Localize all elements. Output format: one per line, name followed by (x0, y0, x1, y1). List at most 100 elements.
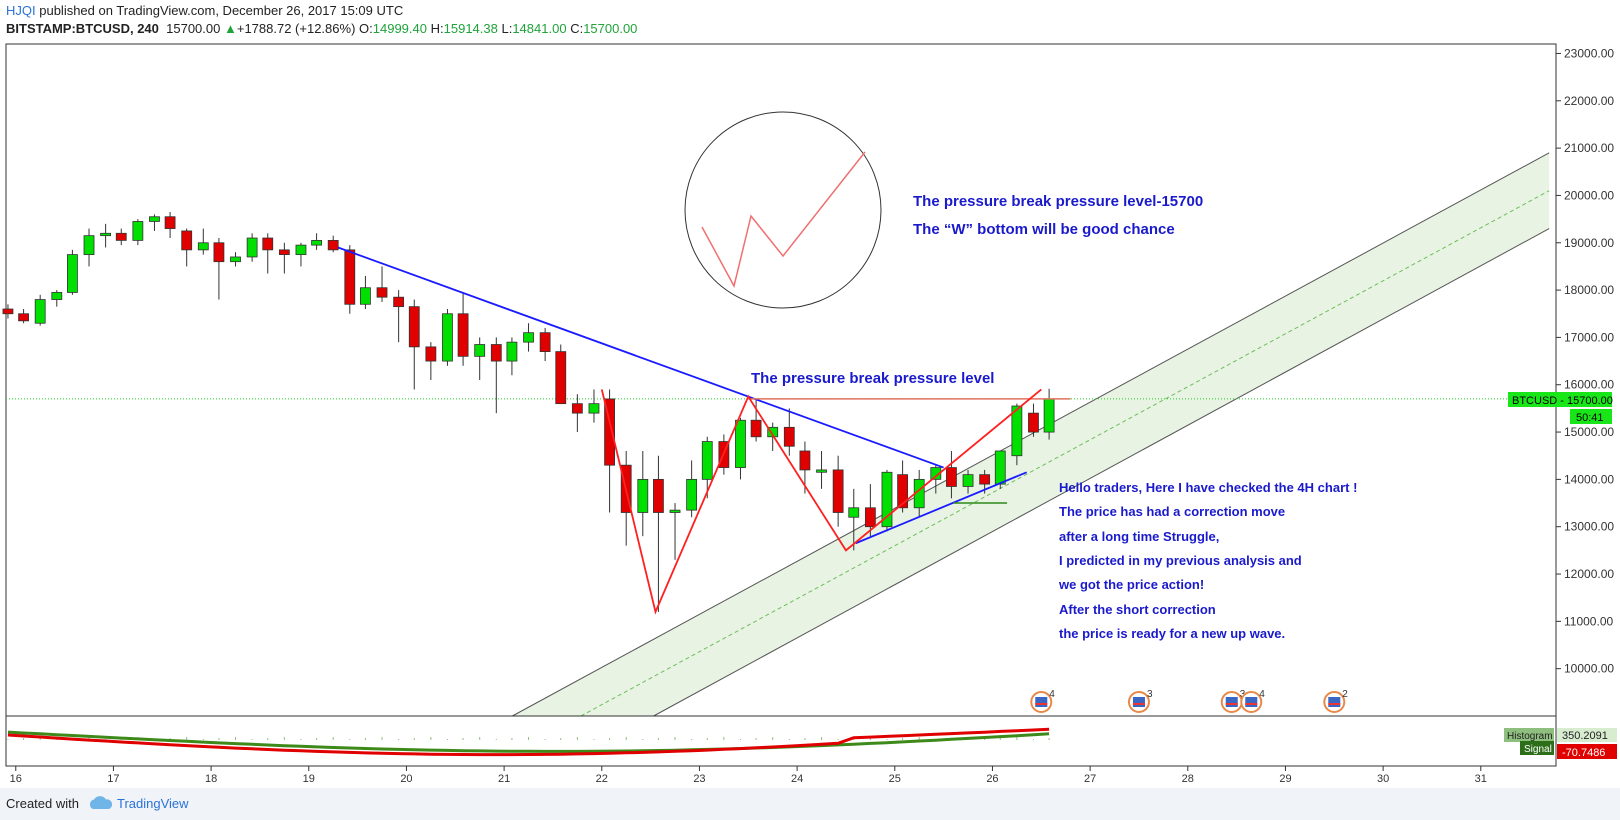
candle-body (149, 216, 160, 222)
y-tick-label: 13000.00 (1564, 520, 1614, 534)
close-label: C: (570, 21, 584, 36)
y-tick-label: 16000.00 (1564, 378, 1614, 392)
candle-body (571, 403, 583, 414)
candle-body (115, 232, 127, 241)
candle-body (669, 509, 681, 513)
flag-icon-body (1035, 697, 1048, 707)
candle-body (637, 478, 649, 513)
y-tick-label: 17000.00 (1564, 330, 1614, 344)
candle-body (246, 237, 258, 258)
candle-body (262, 237, 274, 251)
y-tick-label: 12000.00 (1564, 567, 1614, 581)
candle-body (100, 232, 112, 237)
annotation-body-3: after a long time Struggle, (1059, 529, 1219, 544)
header-line-2: BITSTAMP:BTCUSD, 240 15700.00 ▲+1788.72 … (6, 21, 637, 36)
event-count-label: 4 (1259, 689, 1265, 700)
histogram-label: Histogram (1507, 731, 1553, 742)
candle-body (962, 474, 974, 487)
uptrend-support-line (855, 471, 1027, 545)
candle-body (18, 313, 29, 322)
candle-body (1011, 405, 1023, 457)
annotation-mid-label: The pressure break pressure level (751, 370, 994, 387)
last-price: 15700.00 (166, 21, 221, 36)
y-tick-label: 21000.00 (1564, 141, 1614, 155)
candle-body (132, 221, 144, 241)
candle-body (327, 239, 339, 251)
candle-body (864, 507, 876, 528)
candle-body (34, 299, 46, 324)
candle-body (425, 346, 437, 362)
candle-body (686, 478, 698, 511)
candle-body (523, 332, 534, 343)
x-tick-label: 21 (498, 773, 510, 785)
w-pattern-sketch (684, 111, 882, 309)
candle-body (930, 467, 942, 480)
candle-body (376, 287, 388, 298)
author-link[interactable]: HJQI (6, 3, 36, 18)
y-tick-label: 22000.00 (1564, 94, 1614, 108)
signal-value-bg (1557, 744, 1617, 759)
candle-body (2, 308, 14, 315)
channel-upper-line (512, 152, 1550, 717)
countdown-label: 50:41 (1576, 412, 1604, 424)
footer: Created with TradingView (0, 788, 1620, 820)
y-tick-label: 14000.00 (1564, 472, 1614, 486)
y-tick-label: 18000.00 (1564, 283, 1614, 297)
high-value: 15914.38 (443, 21, 498, 36)
candle-body (979, 474, 991, 485)
candle-body (408, 306, 420, 348)
candle-body (881, 471, 893, 528)
candle-body (295, 244, 307, 255)
flag-icon-body (1328, 697, 1341, 707)
candle-body (897, 474, 908, 509)
y-tick-label: 19000.00 (1564, 236, 1614, 250)
candle-body (278, 249, 290, 255)
candle-body (442, 313, 453, 362)
candle-body (1043, 398, 1055, 433)
candle-body (393, 296, 405, 308)
y-tick-label: 20000.00 (1564, 188, 1614, 202)
annotation-body-7: the price is ready for a new up wave. (1059, 626, 1285, 641)
candle-body (604, 398, 615, 466)
y-tick-label: 10000.00 (1564, 662, 1614, 676)
candle-body (832, 469, 844, 513)
candle-body (474, 344, 486, 357)
annotation-body-1: Hello traders, Here I have checked the 4… (1059, 480, 1357, 495)
flag-icon-body (1132, 697, 1145, 707)
x-tick-label: 22 (596, 773, 608, 785)
price-chart[interactable]: 10000.00 11000.00 12000.00 13000.00 14000.00… (0, 0, 1620, 788)
y-tick-label: 11000.00 (1564, 614, 1613, 628)
sketch-w-line (701, 151, 866, 289)
w-pattern-zigzag (600, 388, 1042, 615)
footer-brand-link[interactable]: TradingView (117, 796, 189, 811)
annotation-top-line-2: The “W” bottom will be good chance (913, 221, 1175, 238)
open-label: O: (359, 21, 373, 36)
footer-created-text: Created with (6, 796, 79, 811)
event-count-label: 3 (1147, 689, 1153, 700)
x-tick-label: 23 (693, 773, 705, 785)
symbol-label: BITSTAMP:BTCUSD, 240 (6, 21, 159, 36)
open-value: 14999.40 (372, 21, 427, 36)
candle-body (457, 313, 469, 357)
x-tick-label: 20 (400, 773, 412, 785)
x-tick-label: 24 (791, 773, 803, 785)
candle-body (83, 235, 95, 255)
histogram-value-bg (1557, 728, 1617, 742)
flag-icon-body (1245, 697, 1258, 707)
close-value: 15700.00 (583, 21, 638, 36)
publish-info: published on TradingView.com, December 2… (35, 3, 404, 18)
up-arrow-icon: ▲ (223, 21, 237, 36)
event-count-label: 3 (1240, 689, 1246, 700)
flag-icon-body (1225, 697, 1238, 707)
candle-body (735, 419, 746, 468)
tradingview-cloud-icon (89, 796, 113, 809)
x-tick-label: 26 (986, 773, 998, 785)
macd-line (7, 727, 1050, 757)
candle-body (490, 344, 502, 362)
downtrend-line (337, 246, 944, 469)
x-tick-label: 29 (1279, 773, 1291, 785)
candle-body (213, 242, 225, 263)
x-tick-label: 18 (205, 773, 217, 785)
low-value: 14841.00 (512, 21, 567, 36)
x-tick-label: 19 (303, 773, 315, 785)
